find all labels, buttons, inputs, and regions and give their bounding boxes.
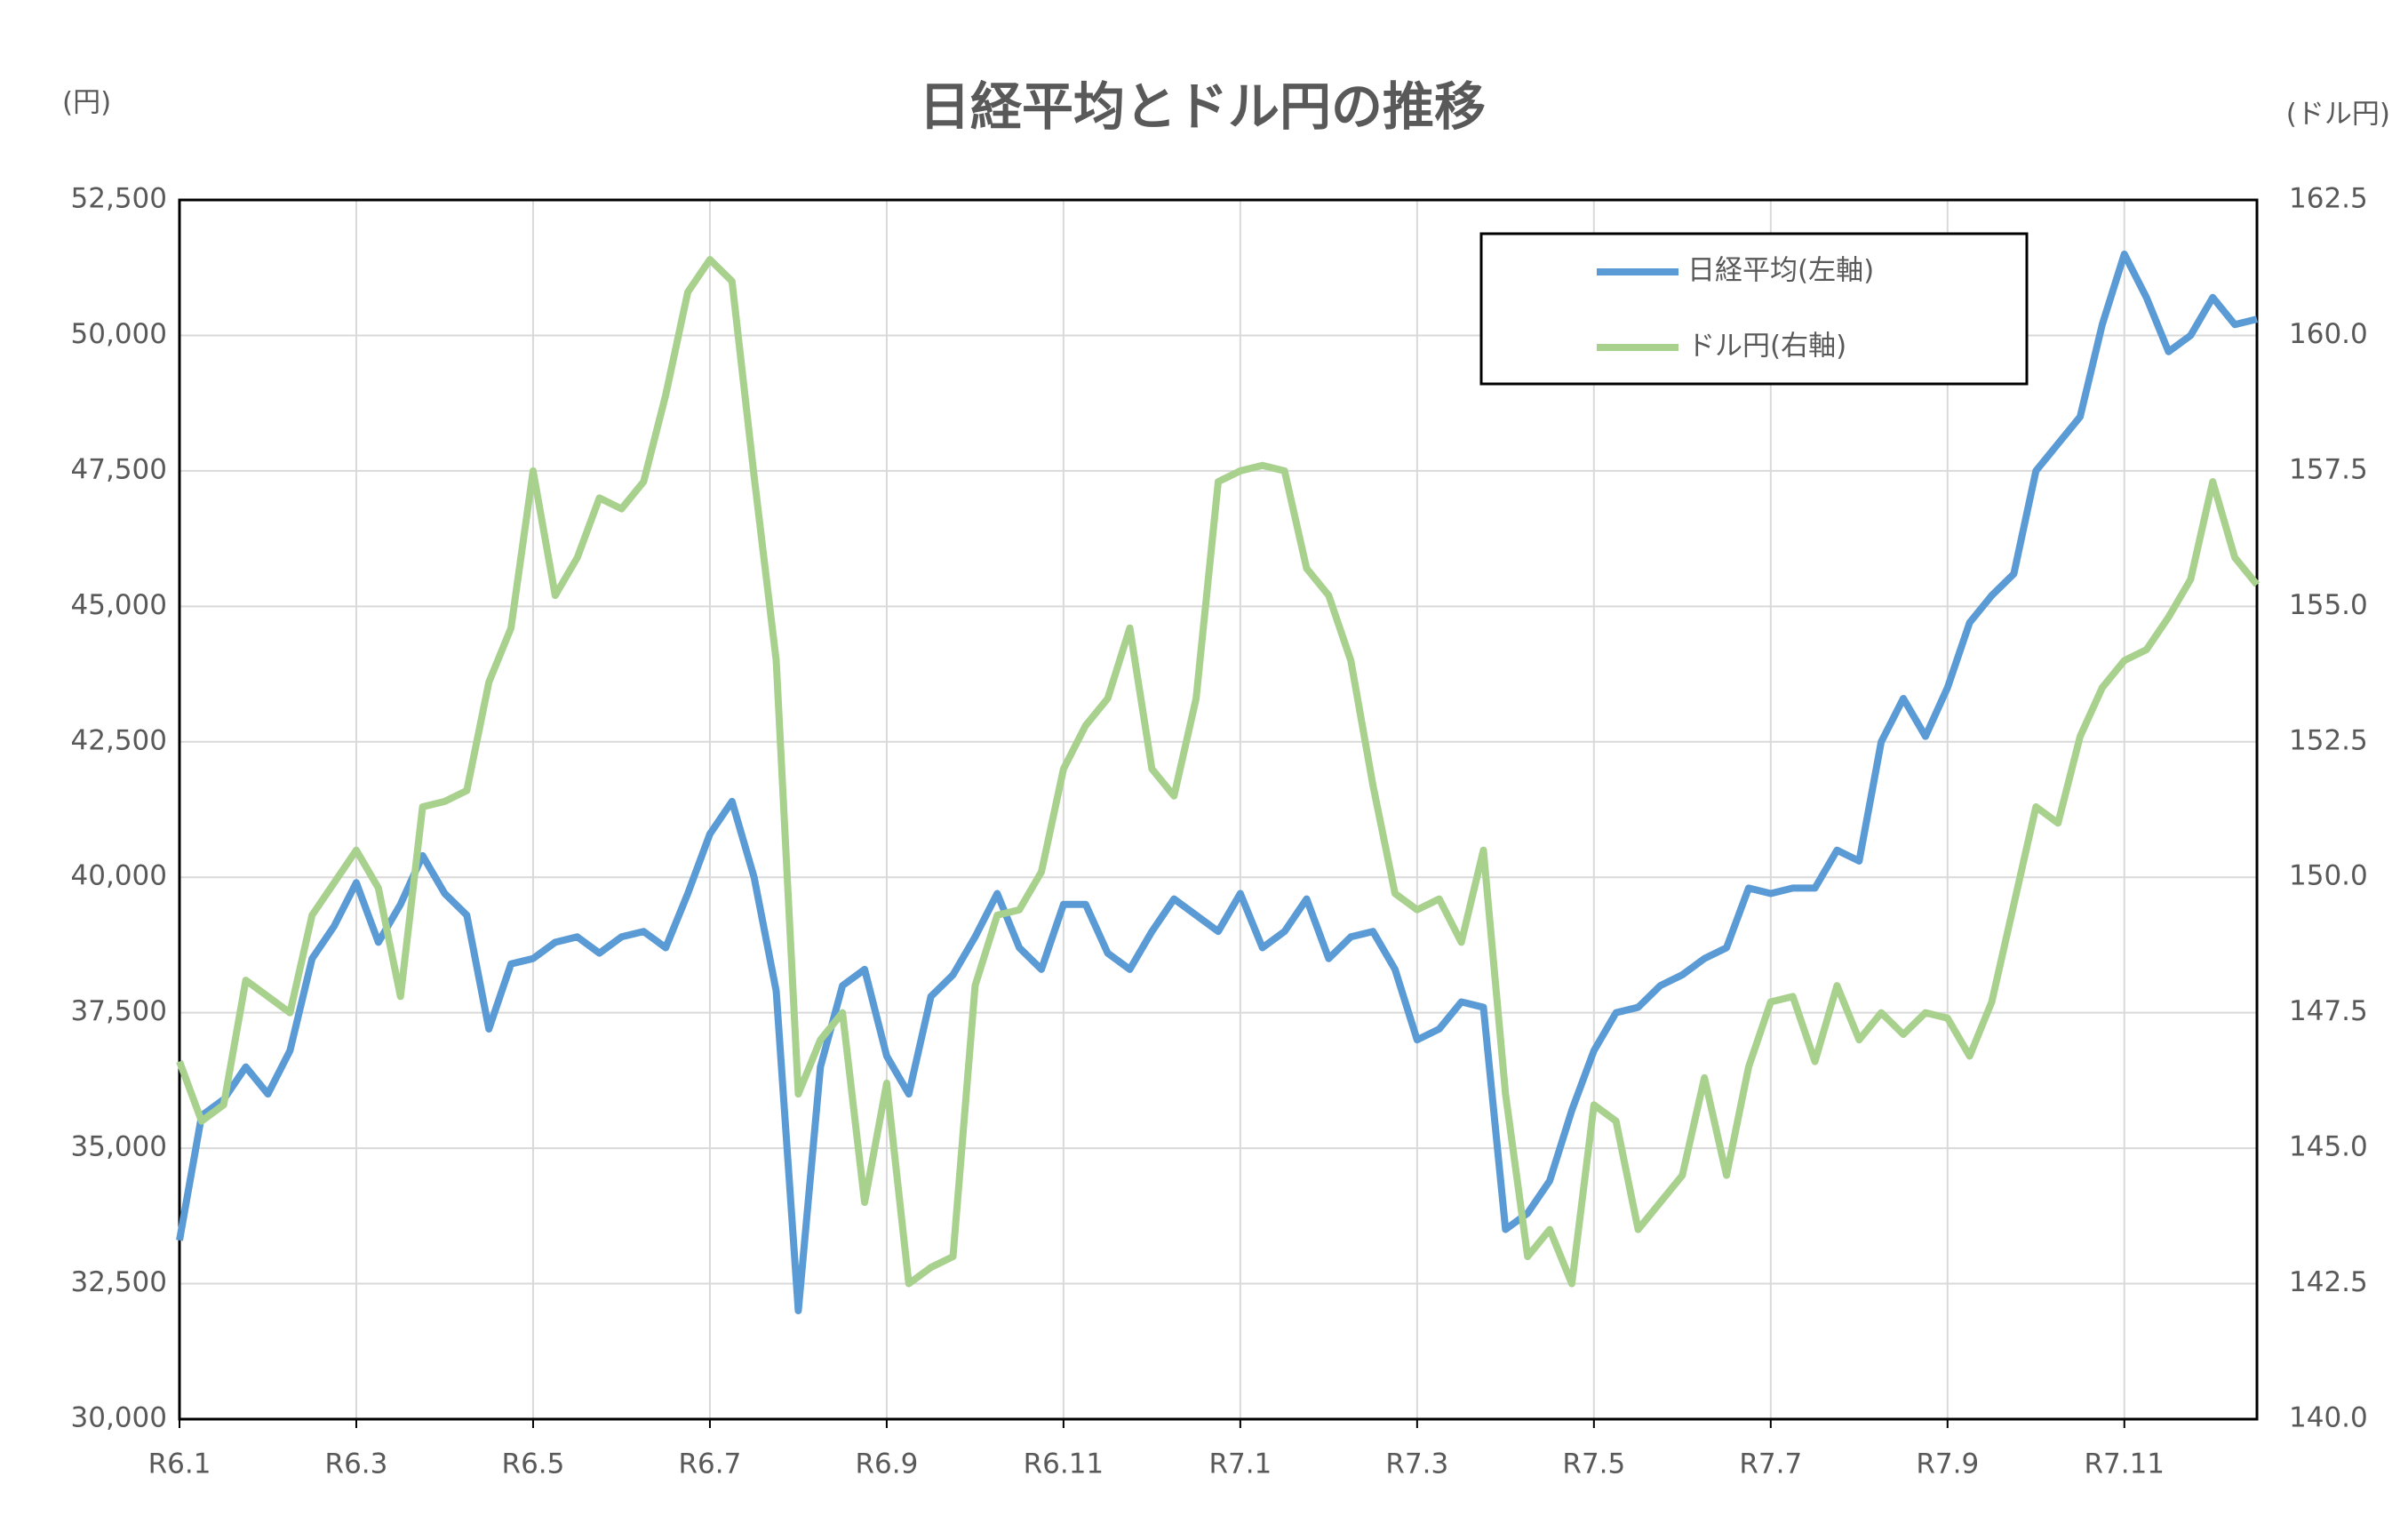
x-tick-label: R7.5 [1562,1448,1625,1480]
y-tick-label: 50,000 [71,318,167,350]
y2-tick-label: 142.5 [2289,1266,2368,1298]
series-line [176,256,2260,1288]
x-tick-label: R6.1 [148,1448,211,1480]
y-tick-label: 35,000 [71,1131,167,1163]
y-tick-label: 40,000 [71,860,167,892]
legend-label: 日経平均(左軸) [1687,255,1874,287]
x-tick-label: R7.9 [1916,1448,1979,1480]
y2-tick-label: 157.5 [2289,453,2368,485]
x-tick-label: R7.11 [2084,1448,2165,1480]
y2-tick-label: 145.0 [2289,1131,2368,1163]
y2-tick-label: 152.5 [2289,724,2368,756]
y-tick-label: 52,500 [71,183,167,215]
y2-tick-label: 140.0 [2289,1402,2368,1434]
plot-frame [178,198,2259,1421]
y-tick-label: 30,000 [71,1402,167,1434]
chart-title: 日経平均とドル円の推移 [919,76,1486,137]
y-axis-label: (円) [62,87,111,119]
y2-tick-label: 160.0 [2289,318,2368,350]
x-tick-label: R6.5 [502,1448,565,1480]
x-tick-label: R7.3 [1385,1448,1448,1480]
x-tick-label: R6.3 [325,1448,388,1480]
x-tick-label: R7.7 [1739,1448,1802,1480]
y2-axis-label: (ドル円) [2286,99,2390,131]
y-tick-label: 45,000 [71,589,167,621]
legend-label: ドル円(右軸) [1687,331,1846,363]
x-tick-label: R6.9 [855,1448,918,1480]
legend-box [1479,232,2029,386]
y-tick-label: 32,500 [71,1266,167,1298]
x-tick-label: R6.11 [1024,1448,1104,1480]
y-tick-label: 47,500 [71,453,167,485]
x-tick-label: R6.7 [679,1448,742,1480]
y2-tick-label: 155.0 [2289,589,2368,621]
x-tick-label: R7.1 [1208,1448,1272,1480]
y2-tick-label: 162.5 [2289,183,2368,215]
y-tick-label: 37,500 [71,995,167,1027]
y2-tick-label: 147.5 [2289,995,2368,1027]
y2-tick-label: 150.0 [2289,860,2368,892]
series-line [176,250,2258,1315]
y-tick-label: 42,500 [71,724,167,756]
